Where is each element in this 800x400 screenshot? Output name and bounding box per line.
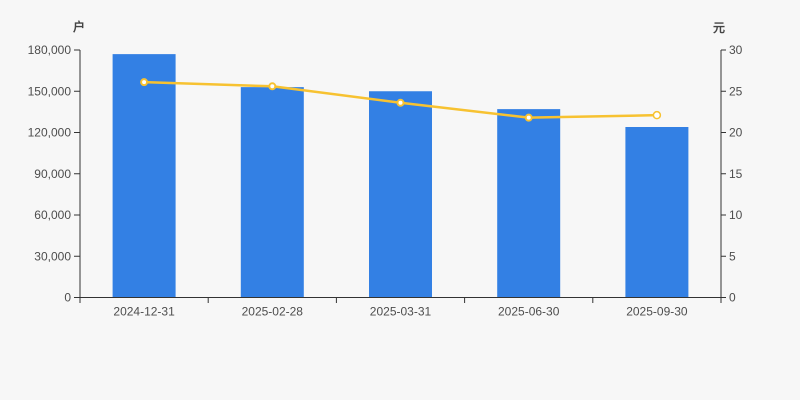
bar-2024-12-31[interactable] — [112, 54, 176, 298]
right-axis-tick-label: 30 — [729, 43, 743, 57]
left-axis-unit: 户 — [73, 19, 85, 34]
right-axis-tick-label: 5 — [729, 249, 736, 263]
x-axis-category-label: 2025-06-30 — [498, 305, 560, 319]
x-axis-category-label: 2024-12-31 — [113, 305, 175, 319]
left-axis-tick-label: 120,000 — [28, 126, 72, 140]
left-axis-tick-label: 180,000 — [28, 43, 72, 57]
price-point-2025-09-30[interactable] — [652, 110, 662, 120]
right-axis-tick-label: 25 — [729, 84, 743, 98]
right-axis-tick-label: 0 — [729, 291, 736, 305]
price-point-2025-02-28[interactable] — [268, 82, 277, 91]
bar-2025-03-31[interactable] — [369, 91, 432, 298]
left-axis-tick-label: 150,000 — [28, 84, 72, 98]
right-axis-unit: 元 — [713, 21, 725, 35]
x-axis-category-label: 2025-03-31 — [370, 305, 432, 319]
bar-2025-09-30[interactable] — [625, 127, 689, 298]
bar-2025-02-28[interactable] — [240, 87, 304, 298]
x-axis-category-label: 2025-02-28 — [242, 305, 304, 319]
price-point-2024-12-31[interactable] — [140, 78, 149, 87]
left-axis-tick-label: 90,000 — [34, 167, 71, 181]
right-axis-tick-label: 15 — [729, 167, 743, 181]
right-axis-tick-label: 10 — [729, 208, 743, 222]
x-axis-category-label: 2025-09-30 — [626, 305, 688, 319]
right-axis-tick-label: 20 — [729, 126, 743, 140]
left-axis-tick-label: 30,000 — [34, 249, 71, 263]
left-axis-tick-label: 60,000 — [34, 208, 71, 222]
price-point-2025-06-30[interactable] — [524, 113, 533, 122]
bar-2025-06-30[interactable] — [497, 109, 561, 298]
price-point-2025-03-31[interactable] — [396, 98, 405, 107]
left-axis-tick-label: 0 — [64, 291, 71, 305]
